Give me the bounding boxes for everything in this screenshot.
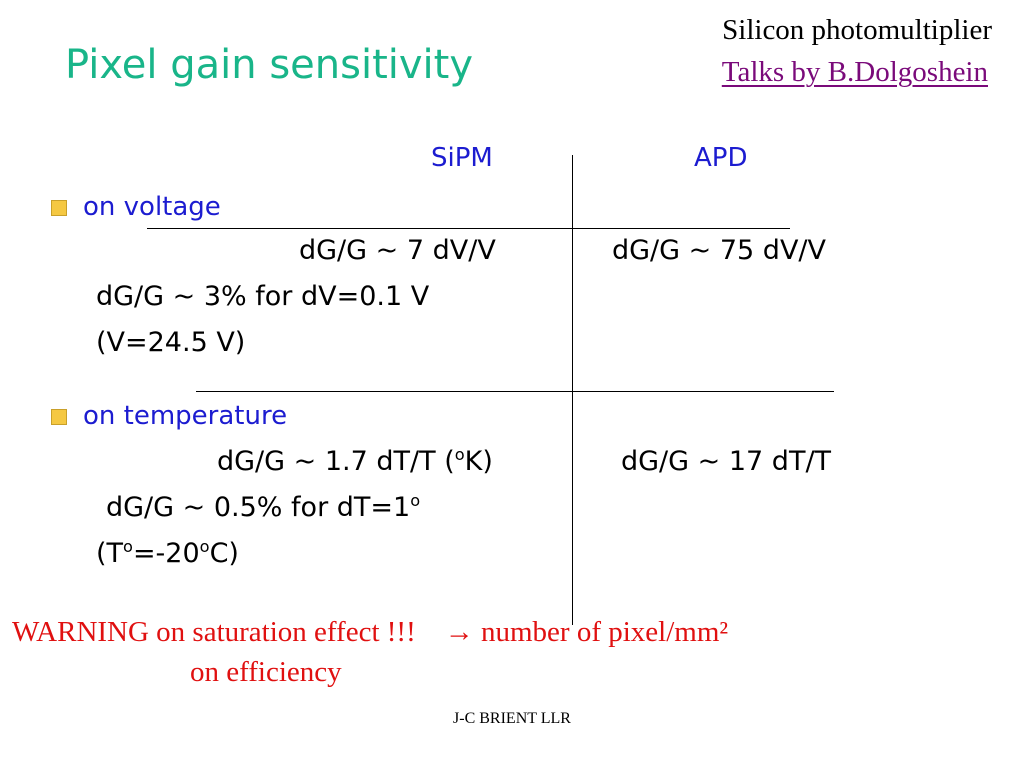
voltage-note: dG/G ~ 3% for dV=0.1 V: [96, 281, 430, 312]
row-divider: [196, 391, 834, 392]
footer-author: J-C BRIENT LLR: [453, 710, 571, 727]
bullet-icon: [51, 409, 67, 425]
section-heading-temperature: on temperature: [83, 401, 288, 431]
row-divider: [147, 228, 790, 229]
warning-text: WARNING on saturation effect !!! → numbe…: [12, 616, 729, 648]
warning-efficiency: on efficiency: [190, 656, 342, 688]
temperature-note: dG/G ~ 0.5% for dT=1o: [106, 491, 421, 523]
sipm-voltage-value: dG/G ~ 7 dV/V: [299, 235, 496, 266]
temperature-condition: (To=-20oC): [96, 537, 239, 569]
apd-voltage-value: dG/G ~ 75 dV/V: [612, 235, 826, 266]
sipm-temperature-value: dG/G ~ 1.7 dT/T (oK): [217, 445, 493, 477]
bullet-icon: [51, 200, 67, 216]
column-header-apd: APD: [694, 143, 748, 173]
corner-subtitle: Silicon photomultiplier: [722, 14, 992, 46]
column-header-sipm: SiPM: [431, 143, 493, 173]
apd-temperature-value: dG/G ~ 17 dT/T: [621, 446, 832, 477]
section-heading-voltage: on voltage: [83, 192, 221, 222]
slide-title: Pixel gain sensitivity: [65, 42, 474, 88]
arrow-right-icon: →: [444, 616, 474, 648]
voltage-condition: (V=24.5 V): [96, 327, 246, 358]
column-divider: [572, 155, 573, 625]
talks-link[interactable]: Talks by B.Dolgoshein: [721, 56, 988, 88]
